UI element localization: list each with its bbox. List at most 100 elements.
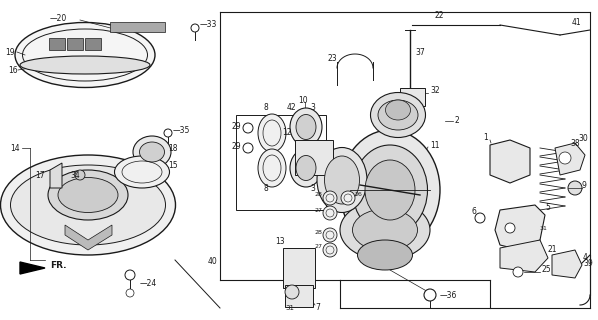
Circle shape <box>191 24 199 32</box>
Polygon shape <box>555 143 585 175</box>
Ellipse shape <box>358 240 413 270</box>
Text: 3: 3 <box>310 102 315 111</box>
Circle shape <box>323 243 337 257</box>
Text: 18: 18 <box>168 143 178 153</box>
Text: 22: 22 <box>435 11 444 20</box>
Text: 5: 5 <box>545 203 550 212</box>
Ellipse shape <box>48 170 128 220</box>
Text: 7: 7 <box>315 303 320 313</box>
Ellipse shape <box>317 148 367 212</box>
Polygon shape <box>20 262 45 274</box>
Ellipse shape <box>139 142 164 162</box>
Circle shape <box>243 123 253 133</box>
Ellipse shape <box>58 178 118 212</box>
Text: 10: 10 <box>298 95 307 105</box>
Circle shape <box>513 267 523 277</box>
Circle shape <box>125 270 135 280</box>
Polygon shape <box>85 38 101 50</box>
Circle shape <box>323 206 337 220</box>
Ellipse shape <box>325 156 359 204</box>
Ellipse shape <box>378 100 418 130</box>
Text: —33: —33 <box>200 20 218 28</box>
Text: 14: 14 <box>10 143 20 153</box>
Polygon shape <box>49 38 65 50</box>
Text: 16: 16 <box>8 66 17 75</box>
Bar <box>285 285 313 307</box>
Ellipse shape <box>290 108 322 146</box>
Circle shape <box>341 191 355 205</box>
Text: —36: —36 <box>440 291 457 300</box>
Text: 38: 38 <box>570 139 579 148</box>
Ellipse shape <box>296 115 316 140</box>
Ellipse shape <box>340 200 430 260</box>
Circle shape <box>323 191 337 205</box>
Polygon shape <box>495 205 545 250</box>
Text: 19: 19 <box>5 47 14 57</box>
Text: FR.: FR. <box>50 261 66 270</box>
Ellipse shape <box>340 130 440 250</box>
Polygon shape <box>50 163 62 188</box>
Ellipse shape <box>290 149 322 187</box>
Ellipse shape <box>296 156 316 180</box>
Ellipse shape <box>371 92 426 138</box>
Text: 27: 27 <box>315 244 323 250</box>
Ellipse shape <box>20 56 150 74</box>
Text: 12: 12 <box>282 127 291 137</box>
Text: 13: 13 <box>275 237 285 246</box>
Circle shape <box>323 228 337 242</box>
Ellipse shape <box>258 149 286 187</box>
Text: 17: 17 <box>35 171 45 180</box>
Text: —24: —24 <box>140 278 157 287</box>
Circle shape <box>559 152 571 164</box>
Text: 31: 31 <box>285 305 294 311</box>
Ellipse shape <box>258 114 286 152</box>
Text: 30: 30 <box>578 133 588 142</box>
Circle shape <box>164 129 172 137</box>
Text: 23: 23 <box>328 53 338 62</box>
Bar <box>400 88 425 106</box>
Text: 41: 41 <box>572 18 582 27</box>
Ellipse shape <box>386 100 410 120</box>
Circle shape <box>568 181 582 195</box>
Text: 3: 3 <box>310 183 315 193</box>
Text: 42: 42 <box>287 102 297 111</box>
Text: 31: 31 <box>540 226 548 230</box>
Polygon shape <box>67 38 83 50</box>
Circle shape <box>75 170 85 180</box>
Bar <box>295 140 333 175</box>
Text: 9: 9 <box>582 180 587 189</box>
Text: 32: 32 <box>430 85 440 94</box>
Ellipse shape <box>114 156 169 188</box>
Text: 8: 8 <box>264 102 269 111</box>
Text: 29: 29 <box>232 122 242 131</box>
Text: 15: 15 <box>168 161 178 170</box>
Bar <box>110 22 165 32</box>
Polygon shape <box>552 250 582 278</box>
Bar <box>283 248 315 288</box>
Text: 8: 8 <box>264 183 269 193</box>
Text: 40: 40 <box>208 258 218 267</box>
Text: —35: —35 <box>173 125 190 134</box>
Ellipse shape <box>11 165 166 245</box>
Circle shape <box>285 285 299 299</box>
Ellipse shape <box>352 209 417 251</box>
Text: 28: 28 <box>315 229 323 235</box>
Text: 6: 6 <box>472 207 477 217</box>
Circle shape <box>475 213 485 223</box>
Circle shape <box>505 223 515 233</box>
Text: 25: 25 <box>542 266 551 275</box>
Ellipse shape <box>365 160 415 220</box>
Text: 34: 34 <box>70 171 80 180</box>
Ellipse shape <box>15 22 155 87</box>
Text: 29: 29 <box>232 141 242 150</box>
Text: 28: 28 <box>315 193 323 197</box>
Text: 39: 39 <box>583 259 593 268</box>
Bar <box>236 115 326 210</box>
Polygon shape <box>490 140 530 183</box>
Polygon shape <box>65 225 112 250</box>
Ellipse shape <box>133 136 171 168</box>
Text: 4: 4 <box>583 253 588 262</box>
Text: 37: 37 <box>415 47 425 57</box>
Circle shape <box>424 289 436 301</box>
Text: 2: 2 <box>455 116 460 124</box>
